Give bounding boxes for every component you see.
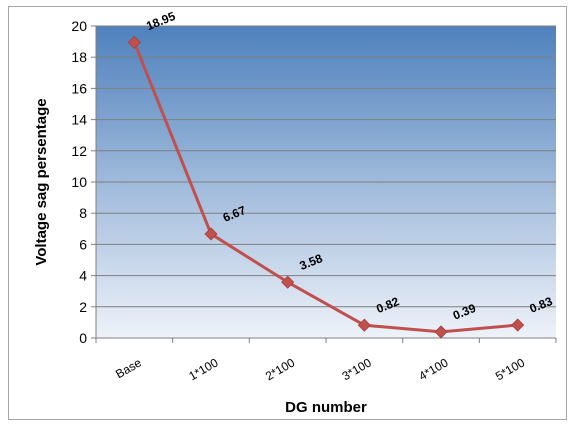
y-tick-label: 8 [79,205,87,221]
gridlines [96,25,556,308]
x-tick-label: Base [113,355,144,381]
data-point-marker [511,318,525,332]
x-tick-label: 4*100 [416,355,450,383]
y-tick-label: 20 [71,18,87,34]
y-tick-label: 2 [79,299,87,315]
series-group [127,35,525,339]
data-point-marker [127,35,141,49]
series-line [132,41,518,334]
x-tick-label: 2*100 [263,355,297,383]
y-tick-label: 18 [71,49,87,65]
y-tick-label: 0 [79,330,87,346]
x-tick-label: 3*100 [340,355,374,383]
x-tick-label: 1*100 [186,355,220,383]
y-tick-label: 6 [79,236,87,252]
y-tick-label: 10 [71,174,87,190]
data-point-marker [281,275,295,289]
data-point-marker [204,227,218,241]
x-axis-title: DG number [285,399,367,416]
y-tick-label: 14 [71,112,87,128]
data-point-marker [434,325,448,339]
y-axis-title: Voltage sag persentage [33,98,50,265]
y-axis-ticks: 0 2 4 6 8 10 12 14 16 18 20 [71,18,96,346]
x-axis-ticks: Base 1*100 2*100 3*100 4*100 5*100 [95,338,557,383]
y-tick-label: 16 [71,80,87,96]
x-tick-label: 5*100 [493,355,527,383]
y-tick-label: 12 [71,143,87,159]
y-tick-label: 4 [79,268,87,284]
data-point-marker [357,318,371,332]
